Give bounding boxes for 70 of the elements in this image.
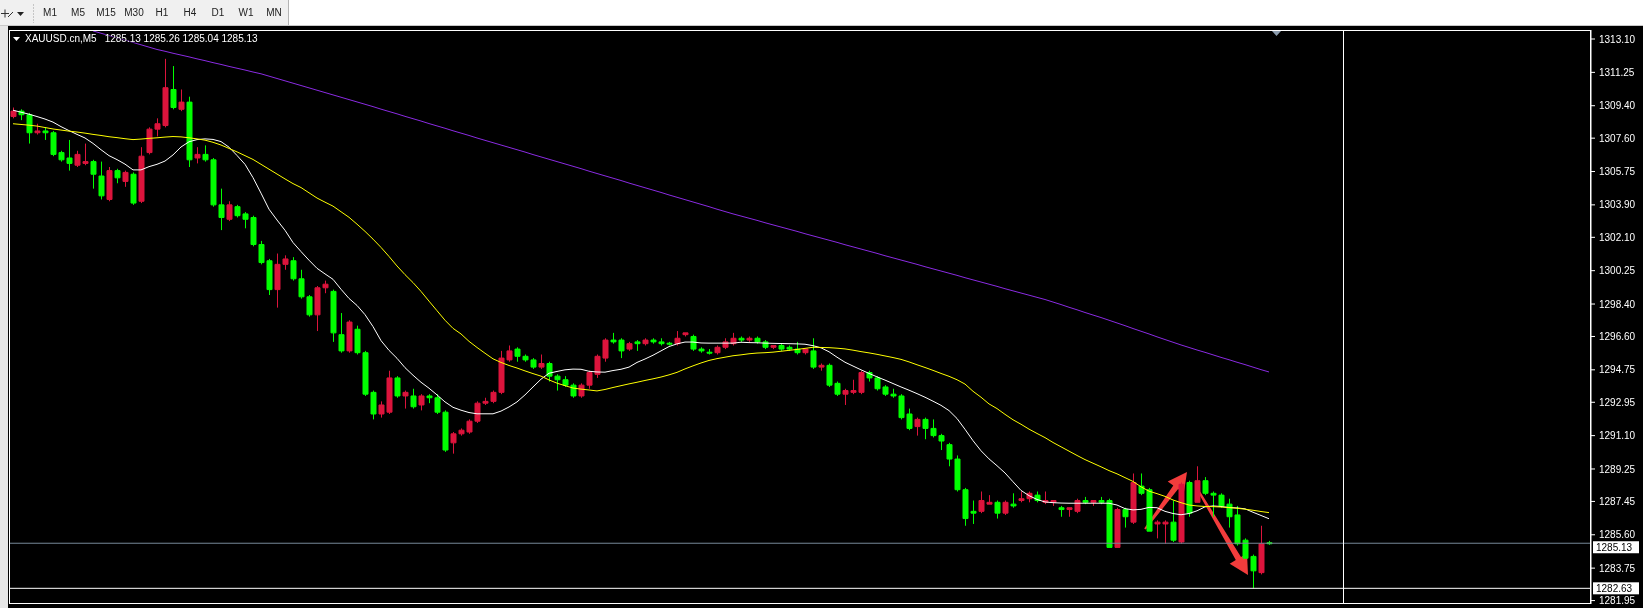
ref-line-label: 1285.13 [1596,541,1633,553]
candlestick [138,146,145,204]
chart-title: XAUUSD.cn,M5 [25,33,97,44]
candlestick [802,348,809,355]
candlestick [402,390,409,410]
candlestick [410,388,417,410]
y-tick-label: 1313.10 [1599,33,1636,45]
candlestick [34,123,41,136]
candlestick [1114,507,1121,548]
candlestick [226,200,233,222]
y-tick-label: 1305.75 [1599,166,1636,178]
candlestick [394,375,401,399]
candlestick [1090,500,1097,507]
y-tick-label: 1283.75 [1599,562,1636,574]
y-tick-label: 1311.25 [1599,66,1635,78]
candlestick [738,335,745,343]
candlestick [186,96,193,168]
candlestick [106,166,113,202]
y-tick-label: 1309.40 [1599,100,1636,112]
candlestick [194,146,201,164]
candlestick [1122,507,1129,529]
y-tick-label: 1291.10 [1599,430,1636,442]
y-tick-label: 1296.60 [1599,331,1636,343]
candlestick [642,337,649,346]
candlestick [818,363,825,372]
candlestick [1178,481,1185,545]
y-tick-label: 1289.25 [1599,463,1636,475]
candlestick [626,341,633,352]
candlestick [1194,465,1201,503]
candlestick [1130,472,1137,525]
candlestick [538,354,545,370]
y-tick-label: 1307.60 [1599,132,1636,144]
y-tick-label: 1292.95 [1599,396,1636,408]
candlestick [914,417,921,437]
candlestick [90,159,97,190]
candlestick [10,107,17,119]
candlestick [122,170,129,188]
y-tick-label: 1281.95 [1599,595,1636,607]
candlestick [770,344,777,350]
candlestick [98,161,105,200]
toolbar: M1 M5 M15 M30 H1 H4 D1 W1 MN [0,0,1643,26]
y-tick-label: 1285.60 [1599,529,1636,541]
y-tick-label: 1294.75 [1599,364,1636,376]
candlestick [706,348,713,355]
candlestick [330,289,337,343]
y-tick-label: 1300.25 [1599,265,1636,277]
candlestick [114,168,121,184]
candlestick [170,65,177,110]
candlestick [634,339,641,352]
ref-line-label: 1282.63 [1596,582,1633,594]
candlestick [1258,525,1265,575]
candlestick [994,500,1001,520]
candlestick [746,335,753,343]
candlestick [178,88,185,112]
y-tick-label: 1287.45 [1599,495,1636,507]
candlestick [338,312,345,354]
candlestick [682,332,689,337]
candlestick [810,337,817,370]
candlestick [1082,496,1089,505]
y-tick-label: 1298.40 [1599,298,1636,310]
candlestick [1186,480,1193,518]
candlestick [1002,500,1009,516]
y-tick-label: 1302.10 [1599,231,1636,243]
candlestick [346,319,353,354]
y-tick-label: 1303.90 [1599,199,1636,211]
candlestick [1058,505,1065,518]
candlestick [130,171,137,206]
candlestick [418,393,425,411]
candlestick [1010,492,1017,509]
candlestick [1170,500,1177,543]
